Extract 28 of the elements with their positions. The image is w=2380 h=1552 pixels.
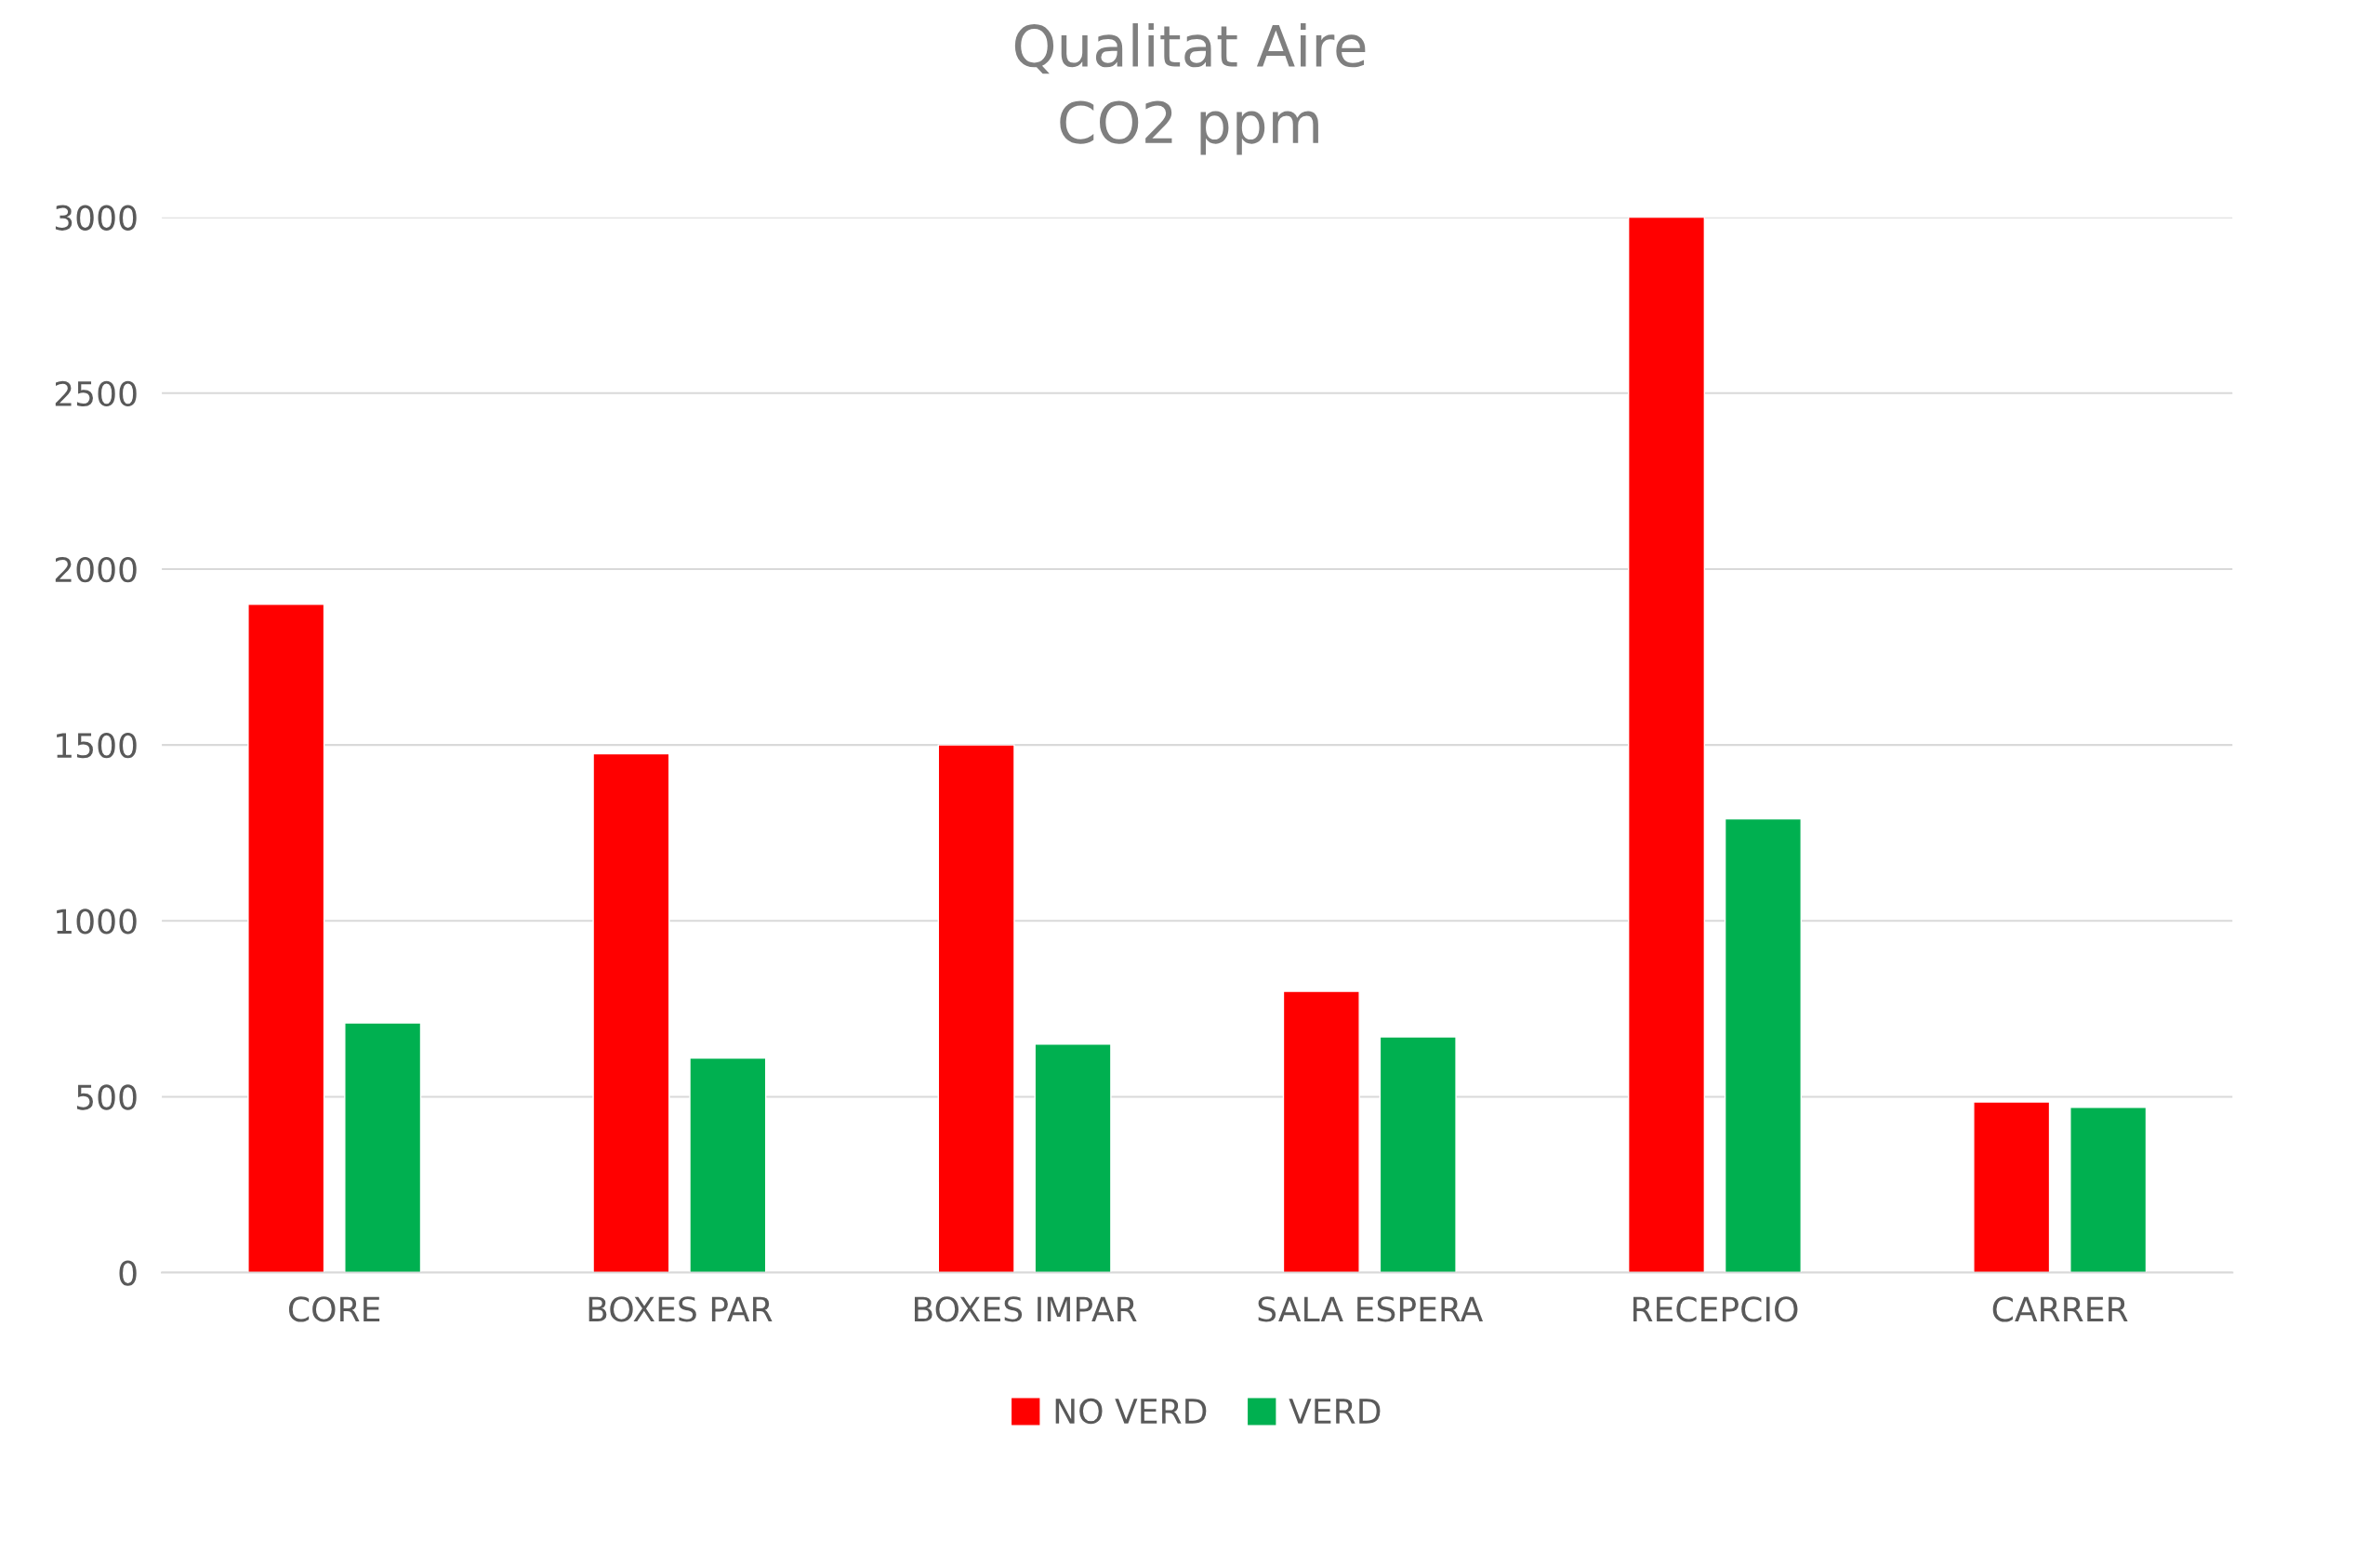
- bar: [937, 744, 1015, 1273]
- bar: [1034, 1042, 1112, 1273]
- y-tick-label: 2500: [55, 380, 137, 407]
- bar: [1282, 990, 1360, 1273]
- bar: [592, 752, 670, 1273]
- x-tick-label: BOXES PAR: [588, 1296, 773, 1322]
- x-tick-label: CARRER: [1992, 1296, 2128, 1322]
- y-tick-label: 500: [76, 1084, 137, 1110]
- bar: [1379, 1036, 1457, 1273]
- y-tick-label: 2000: [55, 556, 137, 583]
- bar: [1724, 817, 1802, 1273]
- x-tick-label: SALA ESPERA: [1258, 1296, 1484, 1322]
- bar: [344, 1022, 422, 1273]
- bar: [689, 1057, 767, 1273]
- y-tick-label: 1000: [57, 909, 137, 935]
- y-tick-label: 1500: [57, 733, 137, 759]
- x-tick-label: RECEPCIO: [1633, 1296, 1798, 1322]
- bar: [2069, 1107, 2148, 1273]
- x-tick-label: CORE: [288, 1296, 380, 1322]
- y-tick-label: 0: [119, 1260, 137, 1286]
- y-tick-label: 3000: [55, 205, 137, 231]
- chart-title: Qualitat Aire CO2 ppm: [1014, 23, 1366, 155]
- legend-label: VERD: [1289, 1399, 1381, 1424]
- legend-label: NO VERD: [1055, 1398, 1207, 1425]
- x-tick-label: BOXES IMPAR: [914, 1296, 1137, 1322]
- bar: [1973, 1101, 2051, 1273]
- bar: [1627, 217, 1706, 1273]
- bar: [247, 604, 325, 1273]
